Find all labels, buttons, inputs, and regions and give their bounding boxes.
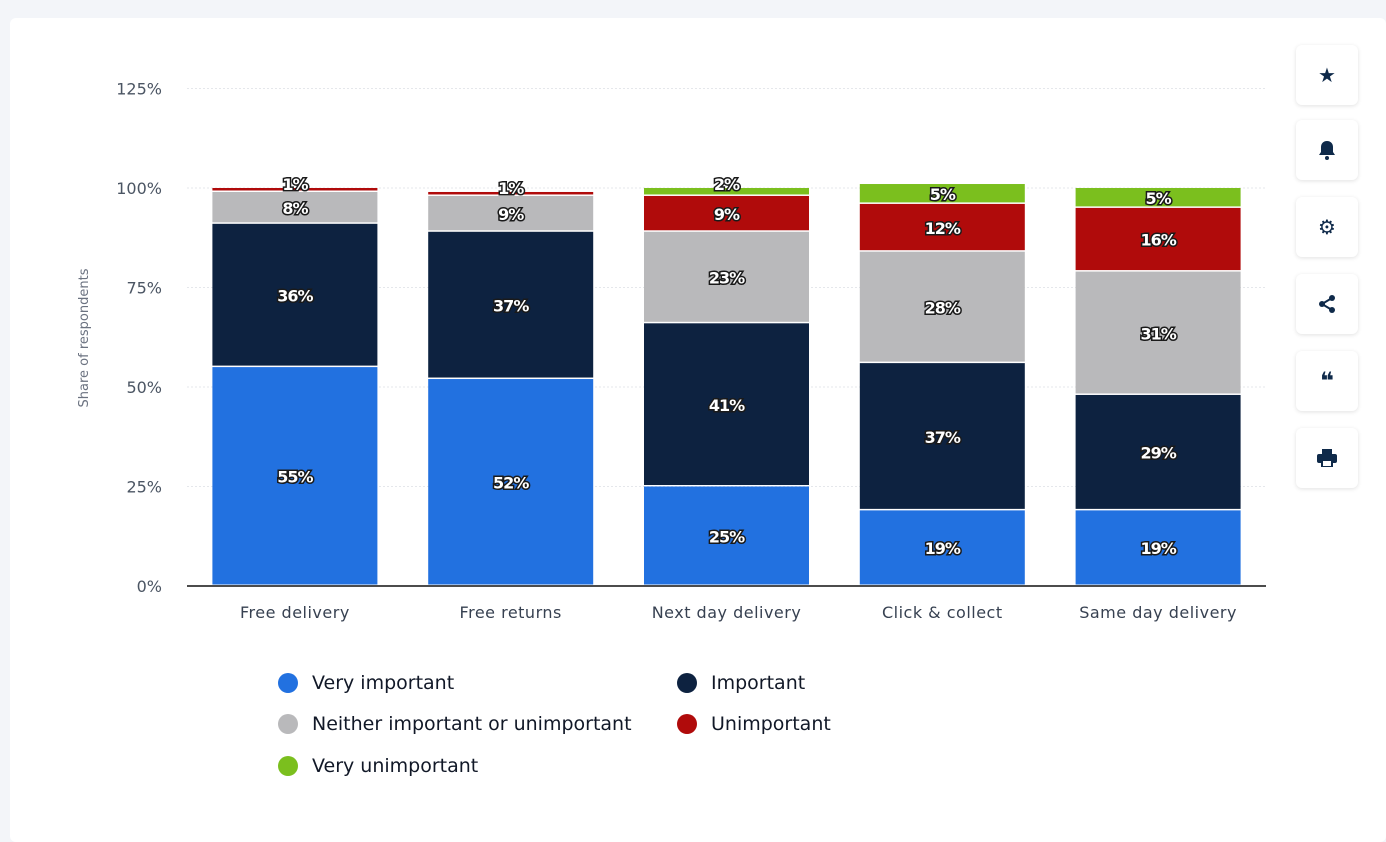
share-icon — [1319, 295, 1335, 313]
data-label: 9% — [714, 205, 740, 224]
y-tick-label: 125% — [116, 80, 162, 99]
y-tick-label: 25% — [126, 478, 162, 497]
bar-segment — [1075, 271, 1241, 394]
data-label: 23% — [709, 269, 745, 288]
bar-segment — [428, 379, 594, 585]
legend-marker — [278, 714, 298, 734]
y-tick-label: 75% — [126, 279, 162, 298]
settings-button[interactable]: ⚙ — [1296, 197, 1358, 257]
legend-marker — [278, 756, 298, 776]
bar-segment — [1075, 207, 1241, 271]
print-button[interactable] — [1296, 428, 1358, 488]
data-label: 5% — [930, 185, 956, 204]
bar-segment — [859, 363, 1025, 509]
data-label: 8% — [282, 199, 308, 218]
bar-segment — [212, 223, 378, 366]
bar-segment — [1075, 394, 1241, 509]
y-tick-label: 100% — [116, 179, 162, 198]
bar-segment — [1075, 188, 1241, 207]
bar-segment — [644, 195, 809, 231]
data-label: 36% — [277, 286, 313, 305]
data-label: 25% — [709, 527, 745, 546]
data-label: 9% — [498, 205, 524, 224]
x-tick-label: Click & collect — [882, 603, 1003, 622]
bar-segment — [644, 231, 809, 322]
legend-marker — [278, 673, 298, 693]
bar-segment — [859, 510, 1025, 585]
cite-button[interactable]: ❝ — [1296, 351, 1358, 411]
stacked-bar-chart: Share of respondents 0% 25% 50% 75% 100% 125%… — [77, 80, 1266, 622]
data-label: 37% — [493, 296, 529, 315]
data-label: 41% — [709, 396, 745, 415]
legend-item[interactable]: Important — [677, 672, 805, 694]
x-tick-label: Free returns — [460, 603, 562, 622]
bar-segment — [212, 367, 378, 585]
data-label: 19% — [1140, 539, 1176, 558]
legend-label: Neither important or unimportant — [312, 713, 632, 735]
bar-segment — [212, 188, 378, 191]
bar-segment — [1075, 510, 1241, 585]
data-label: 12% — [925, 219, 961, 238]
quote-icon: ❝ — [1319, 367, 1335, 395]
bar-segment — [644, 188, 809, 195]
data-label: 31% — [1140, 324, 1176, 343]
data-label: 28% — [925, 298, 961, 317]
data-label: 55% — [277, 468, 313, 487]
data-label: 1% — [282, 175, 308, 194]
bar-segment — [644, 486, 809, 585]
x-tick-label: Same day delivery — [1079, 603, 1237, 622]
x-tick-label: Next day delivery — [652, 603, 802, 622]
legend-label: Important — [711, 672, 806, 694]
bar-segment — [644, 323, 809, 485]
share-button[interactable] — [1296, 274, 1358, 334]
legend-marker — [677, 714, 697, 734]
notification-button[interactable] — [1296, 120, 1358, 180]
legend-label: Very unimportant — [312, 755, 479, 777]
favorite-button[interactable]: ★ — [1296, 45, 1358, 105]
data-label: 5% — [1146, 189, 1172, 208]
legend-label: Unimportant — [711, 713, 831, 735]
y-axis-title: Share of respondents — [77, 268, 92, 407]
star-icon: ★ — [1318, 63, 1336, 87]
gear-icon: ⚙ — [1318, 215, 1336, 239]
data-label: 29% — [1140, 444, 1176, 463]
y-tick-label: 0% — [137, 577, 162, 596]
data-label: 52% — [493, 474, 529, 493]
bar-segment — [859, 251, 1025, 362]
print-icon — [1317, 449, 1337, 467]
data-label: 37% — [925, 428, 961, 447]
bar-segment — [859, 184, 1025, 203]
legend-item[interactable]: Very unimportant — [278, 755, 478, 777]
bar-segment — [428, 191, 594, 195]
legend-marker — [677, 673, 697, 693]
legend-item[interactable]: Neither important or unimportant — [278, 713, 632, 735]
y-tick-label: 50% — [126, 378, 162, 397]
legend-label: Very important — [312, 672, 455, 694]
data-label: 2% — [714, 175, 740, 194]
legend-item[interactable]: Unimportant — [677, 713, 831, 735]
bar-segment — [428, 231, 594, 378]
legend-item[interactable]: Very important — [278, 672, 454, 694]
bar-segment — [859, 203, 1025, 251]
data-label: 16% — [1140, 231, 1176, 250]
data-label: 19% — [925, 539, 961, 558]
data-label: 1% — [498, 179, 524, 198]
bell-icon — [1319, 141, 1335, 160]
x-tick-label: Free delivery — [240, 603, 350, 622]
bar-segment — [428, 195, 594, 231]
bar-segment — [212, 191, 378, 223]
